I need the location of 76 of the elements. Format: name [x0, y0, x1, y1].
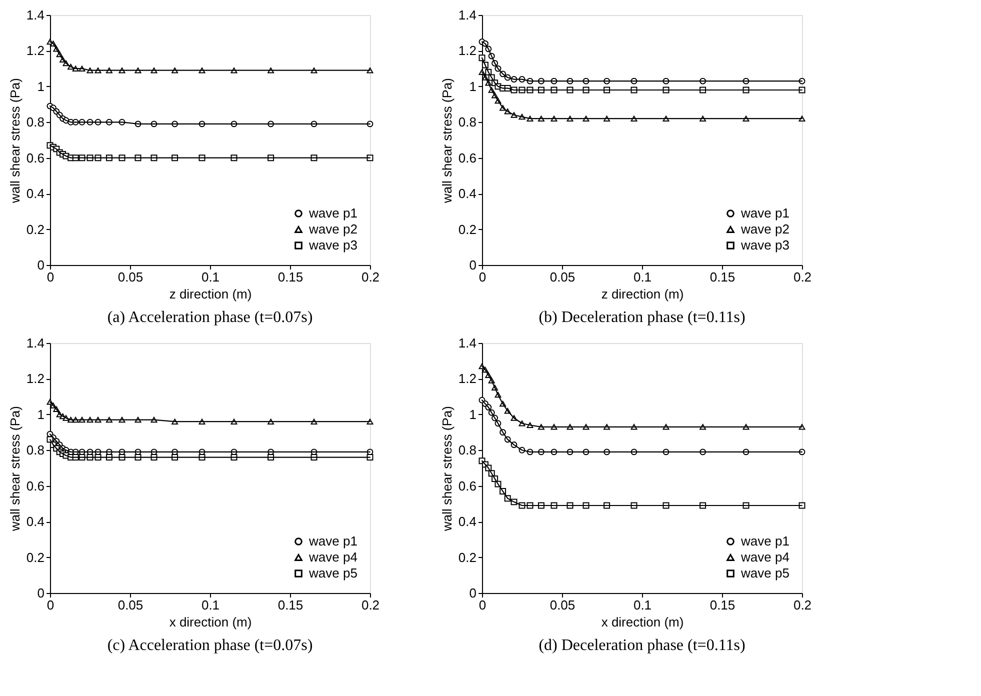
x-tick-label: 0.1: [633, 598, 652, 612]
y-axis-title: wall shear stress (Pa): [7, 78, 22, 204]
text: (c) Acceleration phase (t=0.07s): [107, 637, 313, 654]
x-tick-label: 0.05: [550, 598, 576, 612]
y-axis-title: wall shear stress (Pa): [439, 78, 454, 204]
x-tick-label: 0: [478, 270, 486, 284]
y-tick-label: 0.6: [458, 150, 476, 166]
y-tick-label: 0.2: [458, 550, 476, 565]
y-axis-title: wall shear stress (Pa): [439, 406, 454, 532]
x-tick-label: 0.15: [710, 598, 736, 612]
y-tick-label: 0.6: [26, 150, 44, 166]
legend-label: wave p1: [308, 206, 358, 220]
legend-label: wave p5: [740, 566, 790, 580]
y-tick-label: 0.4: [26, 514, 44, 530]
x-axis-title: z direction (m): [169, 286, 252, 302]
y-tick-label: 1: [37, 78, 44, 94]
y-tick-label: 1.2: [458, 371, 476, 386]
x-tick-label: 0.05: [118, 270, 144, 284]
text: (a) Acceleration phase (t=0.07s): [107, 309, 313, 326]
x-tick-label: 0.15: [710, 270, 736, 284]
x-tick-label: 0: [478, 598, 486, 612]
y-tick-label: 0.4: [458, 186, 476, 202]
y-tick-label: 1.2: [458, 43, 476, 58]
x-tick-label: 0.1: [201, 270, 220, 284]
x-tick-label: 0.2: [793, 270, 812, 284]
x-axis-title: x direction (m): [169, 614, 252, 630]
legend-label: wave p4: [740, 550, 790, 564]
y-tick-label: 1.4: [458, 8, 476, 22]
x-tick-label: 0: [46, 270, 54, 284]
x-axis-title: z direction (m): [601, 286, 684, 302]
legend-label: wave p2: [308, 222, 358, 236]
y-tick-label: 0.6: [458, 478, 476, 494]
legend-label: wave p5: [308, 566, 358, 580]
x-tick-label: 0.15: [278, 598, 304, 612]
x-tick-label: 0.15: [278, 270, 304, 284]
y-tick-label: 0.8: [458, 442, 476, 458]
x-tick-label: 0.2: [361, 270, 380, 284]
x-tick-label: 0.1: [201, 598, 220, 612]
y-tick-label: 1.4: [458, 336, 476, 350]
y-tick-label: 0.4: [26, 186, 44, 202]
y-tick-label: 0.8: [26, 114, 44, 130]
x-tick-label: 0: [46, 598, 54, 612]
y-tick-label: 0.4: [458, 514, 476, 530]
y-tick-label: 1.4: [26, 8, 44, 22]
y-tick-label: 0.2: [458, 222, 476, 237]
x-tick-label: 0.05: [118, 598, 144, 612]
y-tick-label: 0.8: [458, 114, 476, 130]
legend-label: wave p2: [740, 222, 790, 236]
y-tick-label: 1.4: [26, 336, 44, 350]
x-tick-label: 0.05: [550, 270, 576, 284]
legend-label: wave p4: [308, 550, 358, 564]
x-tick-label: 0.1: [633, 270, 652, 284]
legend-label: wave p3: [308, 238, 358, 252]
y-tick-label: 0.2: [26, 550, 44, 565]
x-tick-label: 0.2: [793, 598, 812, 612]
y-tick-label: 1.2: [26, 371, 44, 386]
y-tick-label: 0: [469, 586, 476, 600]
y-tick-label: 1: [37, 406, 44, 422]
y-tick-label: 0: [37, 258, 44, 272]
legend-label: wave p1: [740, 534, 790, 548]
y-tick-label: 1: [469, 78, 476, 94]
legend-label: wave p1: [308, 534, 358, 548]
y-tick-label: 0.2: [26, 222, 44, 237]
y-tick-label: 0: [37, 586, 44, 600]
text: (d) Deceleration phase (t=0.11s): [538, 637, 746, 654]
y-tick-label: 0: [469, 258, 476, 272]
y-tick-label: 1: [469, 406, 476, 422]
x-tick-label: 0.2: [361, 598, 380, 612]
y-axis-title: wall shear stress (Pa): [7, 406, 22, 532]
x-axis-title: x direction (m): [601, 614, 684, 630]
text: (b) Deceleration phase (t=0.11s): [538, 309, 746, 326]
y-tick-label: 0.6: [26, 478, 44, 494]
y-tick-label: 1.2: [26, 43, 44, 58]
legend-label: wave p3: [740, 238, 790, 252]
legend-label: wave p1: [740, 206, 790, 220]
y-tick-label: 0.8: [26, 442, 44, 458]
